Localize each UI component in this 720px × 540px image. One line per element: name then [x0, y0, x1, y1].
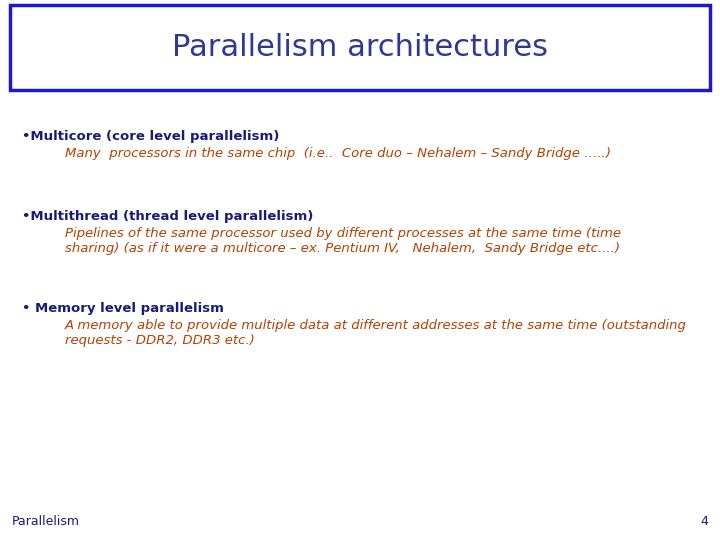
Text: • Memory level parallelism: • Memory level parallelism [22, 302, 224, 315]
Text: Parallelism: Parallelism [12, 515, 80, 528]
Bar [10, 5, 710, 90]
Text: 4: 4 [700, 515, 708, 528]
Text: Parallelism architectures: Parallelism architectures [172, 33, 548, 62]
Text: Many  processors in the same chip  (i.e..  Core duo – Nehalem – Sandy Bridge …..: Many processors in the same chip (i.e.. … [65, 147, 611, 160]
Text: •Multithread (thread level parallelism): •Multithread (thread level parallelism) [22, 210, 313, 223]
Text: •Multicore (core level parallelism): •Multicore (core level parallelism) [22, 130, 279, 143]
Text: Pipelines of the same processor used by different processes at the same time (ti: Pipelines of the same processor used by … [65, 227, 621, 255]
Text: A memory able to provide multiple data at different addresses at the same time (: A memory able to provide multiple data a… [65, 319, 687, 347]
